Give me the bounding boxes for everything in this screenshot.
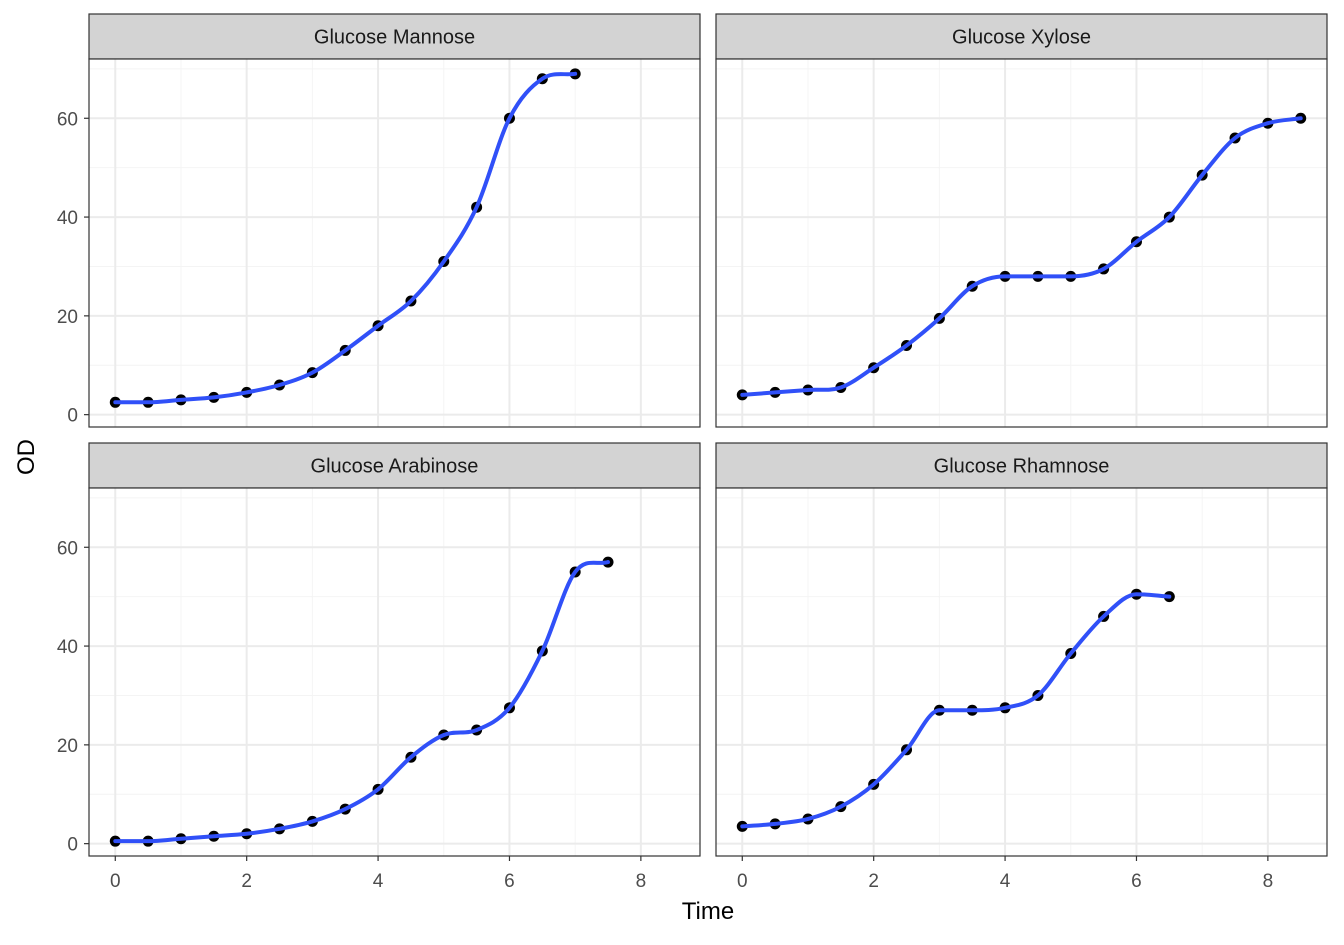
y-tick-label: 60: [57, 538, 78, 559]
x-tick-label: 6: [1131, 871, 1142, 892]
facet-strip-label: Glucose Xylose: [952, 27, 1091, 49]
y-tick-label: 20: [57, 736, 78, 757]
x-tick-label: 2: [868, 871, 879, 892]
x-tick-label: 6: [504, 871, 515, 892]
x-tick-label: 8: [636, 871, 647, 892]
facet-strip: [715, 442, 1328, 489]
facet-strip-label: Glucose Arabinose: [311, 456, 479, 478]
x-tick-label: 2: [241, 871, 252, 892]
smooth-line: [113, 560, 611, 844]
panel-border: [88, 487, 701, 857]
y-axis-title: OD: [13, 439, 40, 475]
y-tick-label: 0: [67, 406, 78, 427]
facet-strip-label: Glucose Mannose: [314, 27, 475, 49]
y-tick-label: 20: [57, 307, 78, 328]
smooth-line: [740, 116, 1303, 397]
panel-border: [88, 58, 701, 428]
facet-strip: [88, 13, 701, 60]
x-tick-label: 4: [1000, 871, 1011, 892]
panel-glucose-arabinose: Glucose Arabinose 0 20 40 60 0 2 4 6 8: [57, 442, 701, 892]
panel-glucose-mannose: Glucose Mannose 0 20 40 60: [57, 13, 701, 428]
panel-glucose-xylose: Glucose Xylose: [715, 13, 1328, 428]
panel-border: [715, 487, 1328, 857]
smooth-line: [113, 71, 578, 405]
panel-glucose-rhamnose: Glucose Rhamnose 0 2 4 6 8: [715, 442, 1328, 892]
x-axis-title: Time: [682, 898, 734, 925]
x-tick-label: 4: [373, 871, 384, 892]
y-tick-label: 60: [57, 109, 78, 130]
x-tick-label: 0: [737, 871, 748, 892]
panel-border: [715, 58, 1328, 428]
facet-strip-label: Glucose Rhamnose: [934, 456, 1110, 478]
x-tick-label: 0: [110, 871, 121, 892]
facet-strip: [715, 13, 1328, 60]
y-tick-label: 0: [67, 835, 78, 856]
y-tick-label: 40: [57, 208, 78, 229]
smooth-line: [740, 592, 1172, 829]
y-tick-label: 40: [57, 637, 78, 658]
x-tick-label: 8: [1263, 871, 1274, 892]
